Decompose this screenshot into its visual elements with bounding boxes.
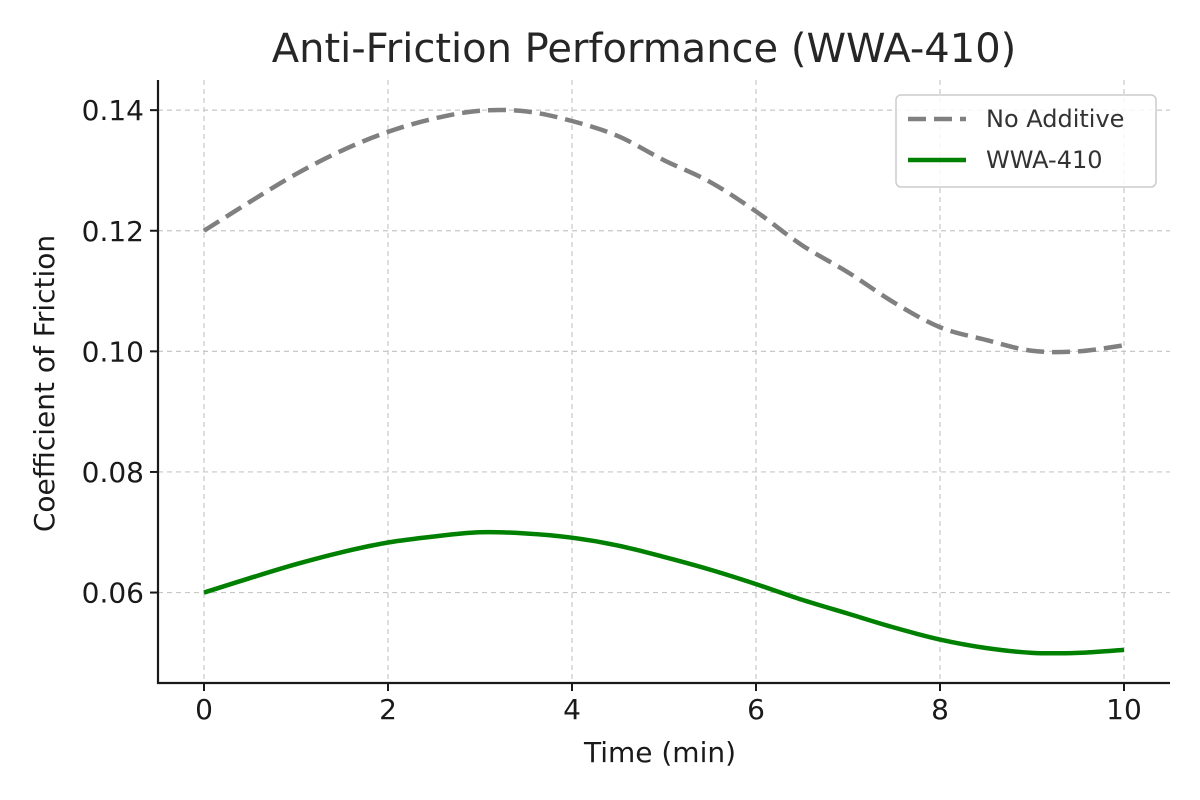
legend-label: WWA-410 [986,146,1103,174]
x-axis-title: Time (min) [583,736,736,769]
series-layer [202,107,1125,656]
x-tick-label: 10 [1106,693,1142,726]
chart-title: Anti-Friction Performance (WWA-410) [272,26,1017,72]
y-axis-title: Coefficient of Friction [28,235,61,532]
y-tick-label: 0.14 [82,94,144,127]
y-tick-label: 0.08 [82,456,144,489]
x-tick-label: 6 [747,693,765,726]
y-tick-label: 0.06 [82,577,144,610]
axes-layer: 0 2 4 6 8 10 0.06 0.08 0.10 0.12 0.14 [82,80,1170,726]
y-tick-label: 0.12 [82,215,144,248]
y-tick-label: 0.10 [82,335,144,368]
legend-label: No Additive [986,105,1124,133]
series-line-wwa-410 [203,529,1125,656]
series-line-no-additive [202,107,1125,355]
x-tick-label: 2 [379,693,397,726]
grid-layer [158,80,1170,683]
x-tick-label: 8 [931,693,949,726]
x-tick-label: 4 [563,693,581,726]
legend: No Additive WWA-410 [895,94,1157,188]
x-tick-label: 0 [195,693,213,726]
